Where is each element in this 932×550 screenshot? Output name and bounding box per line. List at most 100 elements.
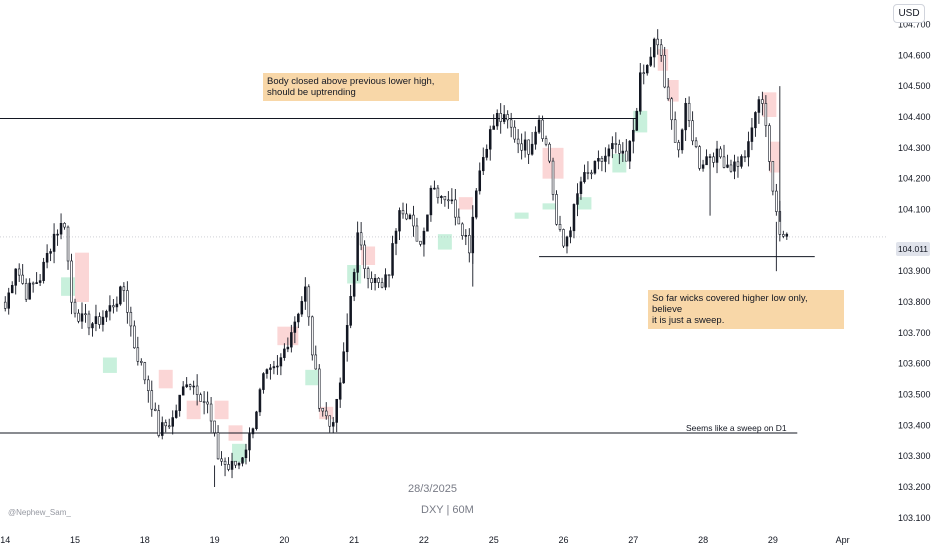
candle-body — [105, 310, 108, 318]
last-price-label: 104.011 — [896, 242, 930, 256]
candle-body — [544, 138, 548, 145]
candle-body — [112, 305, 115, 308]
candle-body — [530, 143, 534, 155]
candle-body — [495, 113, 499, 127]
candle-body — [174, 410, 178, 418]
candle-body — [475, 190, 478, 218]
candle-body — [440, 196, 443, 199]
fvg-bear-zone — [668, 80, 679, 102]
candle-body — [349, 296, 352, 326]
candle-body — [206, 401, 209, 405]
candle-body — [698, 146, 701, 169]
candle-body — [164, 422, 167, 427]
fvg-bull-zone — [577, 197, 592, 210]
candle-body — [600, 158, 604, 162]
time-tick-label: 27 — [628, 535, 638, 545]
time-tick-label: 20 — [279, 535, 289, 545]
candle-body — [537, 119, 541, 133]
candle-body — [70, 260, 73, 303]
candle-body — [98, 316, 101, 325]
candle-body — [443, 196, 447, 201]
candle-body — [251, 428, 255, 435]
candle-body — [338, 382, 342, 400]
candle-body — [691, 120, 694, 142]
candle-body — [391, 243, 394, 276]
candle-body — [356, 232, 359, 273]
fvg-bull-zone — [542, 203, 557, 210]
time-tick-label: 28 — [698, 535, 708, 545]
fvg-bear-zone — [762, 92, 777, 117]
price-tick-label: 103.700 — [898, 328, 931, 338]
level-lines-layer — [0, 118, 888, 434]
fvg-bear-zone — [657, 49, 669, 71]
candle-body — [49, 251, 52, 254]
candle-body — [782, 234, 785, 237]
candle-body — [604, 155, 607, 162]
fvg-bull-zone — [514, 212, 529, 219]
candle-body — [133, 325, 136, 349]
candle-body — [42, 261, 45, 281]
candle-body — [234, 460, 237, 466]
candle-body — [680, 129, 684, 151]
candle-body — [502, 114, 506, 122]
currency-button[interactable]: USD — [893, 4, 925, 23]
candle-body — [126, 290, 129, 313]
candle-body — [715, 148, 719, 163]
candle-body — [433, 187, 436, 190]
candle-body — [635, 110, 639, 131]
time-axis[interactable]: 14 15 18 19 20 21 22 25 26 27 28 29 Apr — [0, 535, 849, 545]
candle-body — [181, 386, 185, 396]
candle-body — [429, 187, 433, 216]
candle-body — [157, 410, 161, 436]
candle-body — [632, 129, 635, 142]
price-tick-label: 104.500 — [898, 81, 931, 91]
candle-body — [509, 119, 513, 128]
price-tick-label: 103.200 — [898, 482, 931, 492]
price-axis[interactable]: 104.700 104.600 104.500 104.400 104.300 104.2… — [898, 20, 931, 523]
annotation-uptrend[interactable]: Body closed above previous lower high, s… — [263, 73, 459, 101]
candle-body — [195, 385, 199, 395]
price-tick-label: 103.500 — [898, 390, 931, 400]
candle-body — [485, 148, 489, 158]
candle-body — [188, 384, 192, 387]
candle-body — [398, 210, 401, 232]
candle-body — [178, 394, 181, 411]
candle-body — [408, 214, 412, 220]
fvg-bull-zone — [437, 234, 452, 250]
candle-body — [506, 114, 509, 121]
candle-body — [223, 460, 227, 465]
candle-body — [394, 230, 398, 244]
candle-body — [516, 138, 520, 145]
candle-body — [597, 158, 600, 162]
price-tick-label: 103.800 — [898, 297, 931, 307]
time-tick-label: 14 — [0, 535, 10, 545]
candle-body — [17, 268, 21, 276]
candle-body — [740, 156, 743, 167]
candle-body — [321, 407, 325, 412]
candle-body — [768, 125, 771, 162]
candle-body — [656, 38, 659, 46]
candle-body — [297, 313, 300, 323]
candle-body — [513, 126, 516, 140]
candle-body — [185, 384, 188, 388]
candle-body — [673, 119, 677, 143]
candle-body — [481, 157, 485, 172]
annotation-d1-sweep[interactable]: Seems like a sweep on D1 — [686, 423, 787, 433]
price-tick-label: 103.100 — [898, 513, 931, 523]
candle-body — [230, 460, 234, 470]
candle-body — [649, 56, 652, 66]
candle-body — [31, 282, 35, 285]
annotation-sweep[interactable]: So far wicks covered higher low only, be… — [648, 290, 844, 329]
time-tick-label: 19 — [210, 535, 220, 545]
price-tick-label: 104.300 — [898, 143, 931, 153]
price-tick-label: 103.300 — [898, 451, 931, 461]
candle-body — [24, 283, 28, 300]
candle-body — [625, 150, 628, 162]
candle-body — [447, 199, 450, 202]
candle-body — [318, 368, 321, 409]
candle-body — [642, 72, 646, 75]
candle-body — [593, 160, 597, 174]
candle-body — [569, 230, 572, 238]
candle-body — [73, 301, 77, 314]
